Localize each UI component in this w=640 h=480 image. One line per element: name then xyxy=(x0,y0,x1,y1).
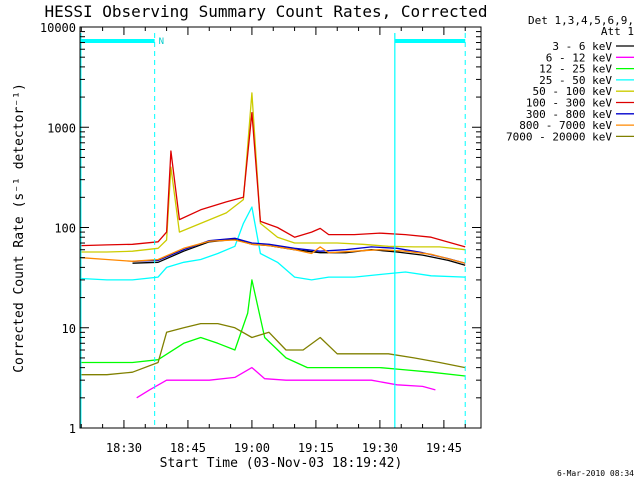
series-line-5 xyxy=(81,92,466,253)
y-tick-label: 1000 xyxy=(47,121,76,135)
footer-timestamp: 6-Mar-2010 08:34 xyxy=(557,469,634,478)
legend-entry-label: 3 - 6 keV xyxy=(552,40,612,53)
x-tick-label: 18:30 xyxy=(106,441,142,455)
legend-entry-label: 300 - 800 keV xyxy=(526,108,612,121)
legend-entry-label: 50 - 100 keV xyxy=(533,85,613,98)
legend-header-line: Det 1,3,4,5,6,9, xyxy=(528,14,634,27)
plot-area xyxy=(81,92,466,399)
y-axis-label: Corrected Count Rate (s⁻¹ detector⁻¹) xyxy=(12,83,27,373)
legend-entry-label: 800 - 7000 keV xyxy=(519,119,612,132)
y-tick-label: 10 xyxy=(62,322,76,336)
legend-entry-label: 7000 - 20000 keV xyxy=(506,130,612,143)
legend-entry-label: 6 - 12 keV xyxy=(546,51,613,64)
series-line-6 xyxy=(81,111,466,248)
legend-entry-label: 12 - 25 keV xyxy=(539,63,612,76)
series-line-3 xyxy=(81,279,466,377)
night-saa-markers: N xyxy=(80,33,466,428)
x-tick-label: 19:00 xyxy=(234,441,270,455)
x-tick-label: 19:30 xyxy=(362,441,398,455)
x-axis-label: Start Time (03-Nov-03 18:19:42) xyxy=(160,456,403,471)
series-line-7 xyxy=(132,237,466,264)
x-tick-label: 19:45 xyxy=(426,441,462,455)
chart-title: HESSI Observing Summary Count Rates, Cor… xyxy=(44,2,487,21)
legend-entry-label: 25 - 50 keV xyxy=(539,74,612,87)
night-marker-label: N xyxy=(159,37,164,47)
legend-header-line: Att 1 xyxy=(601,25,634,38)
legend-entry-label: 100 - 300 keV xyxy=(526,97,612,110)
x-tick-label: 19:15 xyxy=(298,441,334,455)
series-line-4 xyxy=(81,206,466,281)
x-tick-label: 18:45 xyxy=(170,441,206,455)
series-line-8 xyxy=(81,239,466,264)
y-tick-label: 100 xyxy=(54,222,76,236)
y-tick-label: 10000 xyxy=(40,21,76,35)
y-tick-label: 1 xyxy=(69,422,76,436)
series-line-2 xyxy=(136,366,436,399)
axes: 18:30 18:45 19:00 19:15 19:30 19:45 1 10 100 1000… xyxy=(40,21,481,455)
series-line-9 xyxy=(81,322,466,376)
